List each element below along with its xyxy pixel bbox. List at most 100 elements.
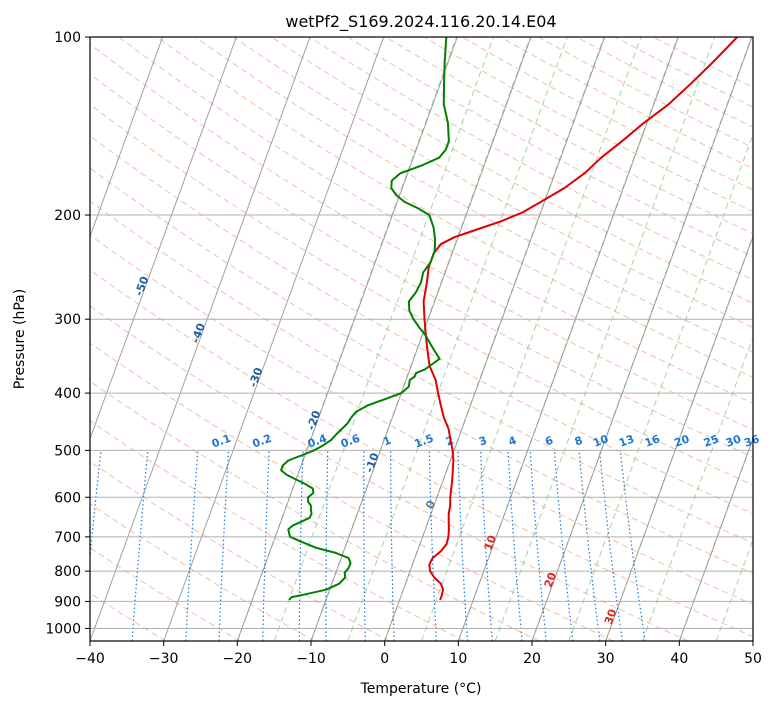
x-axis-ticks: −40 −30 −20 −10 0 10 20 30 40 50 (75, 641, 762, 667)
dry-adiabat (156, 37, 753, 378)
isotherm (310, 37, 532, 641)
y-tick-label: 700 (54, 530, 81, 546)
dewpoint-line (280, 37, 450, 601)
dry-adiabat (118, 37, 753, 404)
mixing-ratio-label: 25 (702, 432, 721, 449)
y-tick-label: 100 (54, 30, 81, 46)
dry-adiabat (90, 342, 614, 641)
mixing-ratio-line (185, 450, 199, 641)
mixing-ratio-line (578, 450, 601, 641)
isotherm (384, 37, 606, 641)
x-axis-label: Temperature (°C) (360, 681, 482, 697)
mixing-ratio-labels: 0.1 0.2 0.4 0.6 1 1.5 2 3 4 6 8 10 13 16 20 25 30 36 (210, 432, 762, 451)
mixing-ratio-label: 1.5 (413, 432, 436, 451)
dry-adiabat (90, 461, 390, 641)
mixing-ratio-line (529, 450, 547, 641)
dry-adiabat (423, 37, 753, 213)
mixing-ratio-line (325, 450, 329, 641)
isotherm (457, 37, 679, 641)
isotherm (678, 437, 753, 641)
mixing-ratio-label: 4 (507, 434, 519, 449)
mixing-ratio-label: 3 (477, 434, 489, 449)
isotherm-label: 20 (542, 570, 560, 589)
isotherm (236, 37, 458, 641)
chart-title: wetPf2_S169.2024.116.20.14.E04 (285, 12, 556, 32)
isotherm (90, 37, 237, 441)
isotherm (90, 37, 164, 238)
isotherm-label: 10 (482, 533, 500, 552)
moist-adiabat (642, 335, 753, 641)
isotherm-label: 30 (602, 607, 620, 626)
mixing-ratio-line (90, 450, 102, 562)
isotherm-label: -10 (363, 451, 382, 474)
temperature-line (422, 37, 739, 601)
x-tick-label: 30 (597, 651, 615, 667)
moist-adiabat (605, 234, 753, 641)
isotherm-label: 0 (423, 498, 438, 510)
mixing-ratio-line (131, 450, 149, 641)
dry-adiabat (90, 73, 753, 458)
mixing-ratio-label: 20 (672, 432, 691, 450)
x-tick-label: 20 (523, 651, 541, 667)
isotherm (752, 639, 753, 641)
y-tick-label: 300 (54, 312, 81, 328)
isotherm (605, 235, 753, 641)
y-tick-label: 200 (54, 208, 81, 224)
dry-adiabat (90, 420, 465, 641)
mixing-ratio-label: 10 (591, 432, 610, 450)
mixing-ratio-label: 13 (617, 432, 636, 449)
dry-adiabat (232, 37, 753, 328)
moist-adiabat (273, 37, 494, 641)
dry-adiabat (576, 37, 753, 128)
moist-adiabat (494, 37, 716, 641)
dry-adiabat (90, 167, 753, 544)
background-lines (90, 37, 753, 641)
x-tick-label: −30 (149, 651, 179, 667)
moist-adiabat (421, 37, 642, 641)
isotherm-label: -20 (304, 408, 323, 431)
y-tick-label: 400 (54, 386, 81, 402)
dry-adiabat (271, 37, 753, 304)
x-tick-label: 50 (744, 651, 762, 667)
isotherm-label: -30 (246, 366, 265, 389)
dry-adiabat (90, 200, 753, 574)
x-tick-label: 40 (670, 651, 688, 667)
mixing-ratio-label: 0.1 (210, 432, 233, 451)
x-tick-label: 0 (380, 651, 389, 667)
isotherm-label: -50 (132, 274, 151, 297)
dry-adiabat (385, 37, 753, 235)
pressure-gridlines (90, 37, 753, 629)
dry-adiabat (538, 37, 753, 149)
mixing-ratio-label: 6 (543, 434, 555, 449)
moist-adiabat (678, 436, 753, 641)
mixing-ratio-line (390, 450, 395, 641)
dry-adiabat (90, 547, 241, 641)
moist-adiabat (715, 538, 753, 641)
mixing-ratio-line (553, 450, 574, 641)
isotherm-label: -40 (189, 321, 208, 344)
mixing-ratio-line (599, 450, 623, 641)
x-tick-label: 10 (449, 651, 467, 667)
mixing-ratio-label: 8 (573, 434, 585, 449)
y-tick-label: 900 (54, 594, 81, 610)
x-tick-label: −20 (223, 651, 253, 667)
series-lines (280, 37, 739, 601)
dry-adiabat (90, 269, 753, 638)
mixing-ratio-label: 36 (742, 432, 761, 450)
y-tick-label: 600 (54, 490, 81, 506)
dry-adiabat (90, 380, 540, 641)
isotherm-label: -70 (17, 186, 36, 209)
isotherm (163, 37, 385, 641)
mixing-ratio-line (262, 450, 270, 641)
dry-adiabat (90, 135, 753, 515)
mixing-ratio-line (619, 450, 646, 641)
mixing-ratio-line (507, 450, 523, 641)
moist-adiabat (347, 37, 568, 641)
mixing-ratio-line (428, 450, 437, 641)
dry-adiabat (90, 503, 315, 641)
moist-adiabat (568, 132, 753, 641)
mixing-ratio-label: 0.6 (339, 432, 362, 451)
mixing-ratio-label: 30 (724, 432, 743, 450)
